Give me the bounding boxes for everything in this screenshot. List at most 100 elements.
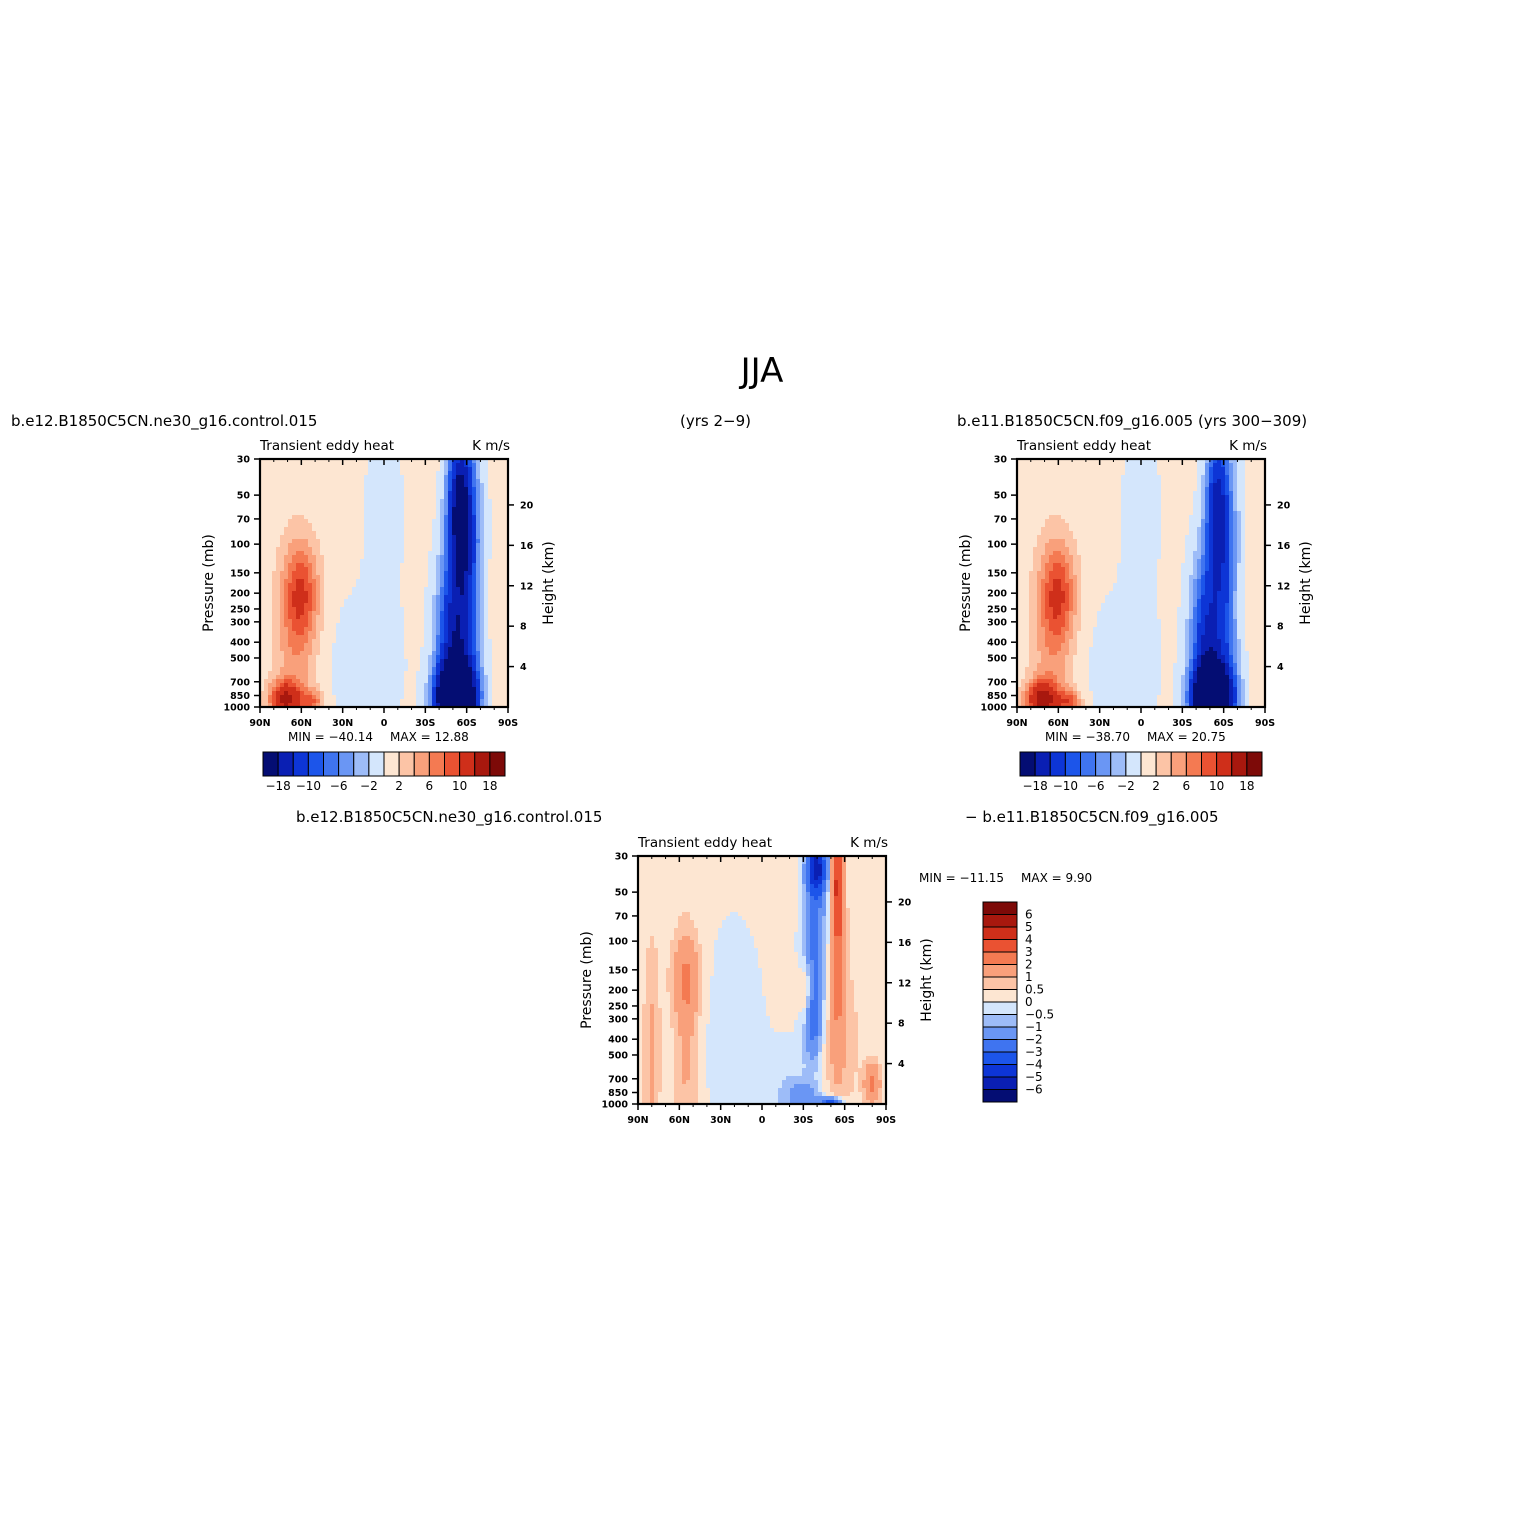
heatmap-cell — [400, 583, 405, 588]
heatmap-cell — [272, 555, 277, 560]
heatmap-cell — [268, 543, 273, 548]
heatmap-cell — [276, 699, 281, 704]
heatmap-cell — [260, 499, 265, 504]
heatmap-cell — [264, 483, 269, 488]
heatmap-cell — [380, 543, 385, 548]
heatmap-cell — [468, 655, 473, 660]
heatmap-cell — [488, 683, 493, 688]
heatmap-cell — [1057, 683, 1062, 688]
heatmap-cell — [332, 667, 337, 672]
heatmap-cell — [348, 635, 353, 640]
heatmap-cell — [480, 487, 485, 492]
heatmap-cell — [344, 515, 349, 520]
heatmap-cell — [500, 563, 505, 568]
heatmap-cell — [268, 467, 273, 472]
heatmap-cell — [292, 703, 297, 708]
heatmap-cell — [408, 663, 413, 668]
heatmap-cell — [308, 591, 313, 596]
heatmap-cell — [444, 479, 449, 484]
heatmap-cell — [384, 675, 389, 680]
heatmap-cell — [284, 567, 289, 572]
colorbar-swatch — [383, 751, 400, 777]
heatmap-cell — [380, 627, 385, 632]
heatmap-cell — [344, 603, 349, 608]
heatmap-cell — [332, 683, 337, 688]
heatmap-cell — [400, 587, 405, 592]
heatmap-cell — [356, 551, 361, 556]
heatmap-cell — [412, 663, 417, 668]
heatmap-cell — [444, 471, 449, 476]
heatmap-cell — [468, 695, 473, 700]
heatmap-cell — [1073, 559, 1078, 564]
heatmap-cell — [1041, 651, 1046, 656]
heatmap-cell — [492, 483, 497, 488]
heatmap-cell — [460, 523, 465, 528]
heatmap-cell — [340, 659, 345, 664]
heatmap-cell — [424, 663, 429, 668]
heatmap-cell — [496, 679, 501, 684]
heatmap-cell — [444, 627, 449, 632]
heatmap-cell — [1021, 479, 1026, 484]
heatmap-cell — [300, 563, 305, 568]
heatmap-cell — [472, 535, 477, 540]
heatmap-cell — [360, 587, 365, 592]
heatmap-cell — [280, 459, 285, 464]
heatmap-cell — [368, 607, 373, 612]
heatmap-cell — [396, 627, 401, 632]
heatmap-cell — [1017, 667, 1022, 672]
heatmap-cell — [460, 459, 465, 464]
heatmap-cell — [1057, 667, 1062, 672]
heatmap-cell — [480, 467, 485, 472]
heatmap-cell — [396, 531, 401, 536]
y-axis-title: Pressure (mb) — [201, 534, 217, 632]
heatmap-cell — [464, 703, 469, 708]
heatmap-cell — [312, 599, 317, 604]
heatmap-cell — [488, 667, 493, 672]
heatmap-cell — [352, 483, 357, 488]
heatmap-cell — [484, 483, 489, 488]
heatmap-cell — [440, 503, 445, 508]
heatmap-cell — [464, 583, 469, 588]
heatmap-cell — [284, 691, 289, 696]
heatmap-cell — [332, 519, 337, 524]
heatmap-cell — [1033, 475, 1038, 480]
heatmap-cell — [408, 699, 413, 704]
heatmap-cell — [1033, 687, 1038, 692]
heatmap-cell — [460, 559, 465, 564]
heatmap-cell — [504, 671, 509, 676]
heatmap-cell — [344, 575, 349, 580]
heatmap-cell — [440, 651, 445, 656]
heatmap-cell — [372, 459, 377, 464]
heatmap-cell — [292, 579, 297, 584]
heatmap-cell — [280, 519, 285, 524]
heatmap-cell — [384, 539, 389, 544]
heatmap-cell — [1073, 499, 1078, 504]
heatmap-cell — [456, 683, 461, 688]
heatmap-cell — [1033, 523, 1038, 528]
heatmap-cell — [1041, 619, 1046, 624]
heatmap-cell — [456, 459, 461, 464]
heatmap-cell — [496, 519, 501, 524]
heatmap-cell — [496, 515, 501, 520]
heatmap-cell — [392, 651, 397, 656]
heatmap-cell — [1077, 659, 1082, 664]
heatmap-cell — [432, 671, 437, 676]
heatmap-cell — [320, 571, 325, 576]
heatmap-cell — [412, 651, 417, 656]
heatmap-cell — [468, 683, 473, 688]
heatmap-cell — [284, 687, 289, 692]
heatmap-cell — [480, 507, 485, 512]
heatmap-cell — [296, 555, 301, 560]
heatmap-cell — [416, 499, 421, 504]
heatmap-cell — [288, 599, 293, 604]
heatmap-cell — [268, 579, 273, 584]
heatmap-cell — [1045, 527, 1050, 532]
heatmap-cell — [400, 647, 405, 652]
heatmap-cell — [328, 599, 333, 604]
heatmap-cell — [1049, 667, 1054, 672]
heatmap-cell — [436, 667, 441, 672]
heatmap-cell — [332, 643, 337, 648]
heatmap-cell — [436, 603, 441, 608]
heatmap-cell — [420, 627, 425, 632]
heatmap-cell — [364, 547, 369, 552]
